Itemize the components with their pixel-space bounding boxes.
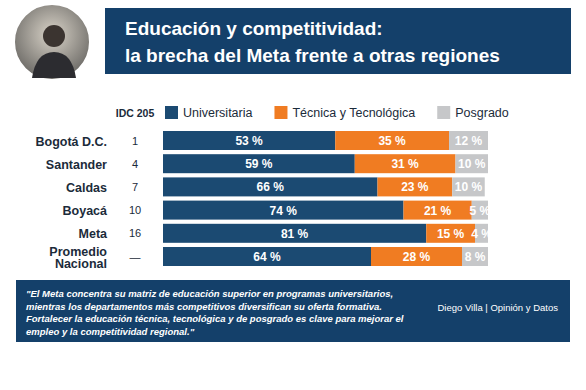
data-label: 53 %: [235, 134, 263, 148]
data-label: 10 %: [458, 157, 486, 171]
bar-segment: [426, 224, 475, 243]
rank-value: 10: [129, 204, 141, 216]
bar-segment: [462, 247, 488, 266]
data-label: 28 %: [403, 250, 431, 264]
rank-value: —: [130, 251, 141, 263]
legend-label: Posgrado: [455, 106, 509, 120]
data-label: 81 %: [281, 227, 309, 241]
legend-swatch: [274, 106, 287, 119]
avatar-head: [43, 25, 65, 47]
data-label: 23 %: [401, 180, 429, 194]
chart-root: Educación y competitividad: la brecha del…: [0, 0, 586, 390]
data-label: 31 %: [391, 157, 419, 171]
category-label: Bogotá D.C.: [35, 135, 107, 149]
rank-value: 1: [132, 135, 138, 147]
legend-swatch: [165, 106, 178, 119]
category-label: Meta: [79, 227, 109, 241]
category-label: Caldas: [66, 181, 107, 195]
bar-segment: [404, 201, 472, 220]
labels: Bogotá D.C. 1 53 % 35 % 12 % Santander 4 59 % 31…: [35, 134, 492, 271]
data-label: 74 %: [270, 204, 298, 218]
rank-value: 7: [132, 181, 138, 193]
data-label: 35 %: [378, 134, 406, 148]
category-label: Boyacá: [63, 204, 108, 218]
bar-segment: [163, 154, 355, 173]
data-label: 15 %: [437, 227, 465, 241]
data-label: 12 %: [455, 134, 483, 148]
note: "El Meta concentra su matriz de educació…: [26, 288, 426, 338]
rank-header: IDC 205: [116, 107, 155, 119]
bar-segment: [163, 201, 404, 220]
bar-segment: [449, 131, 488, 150]
data-label: 4 %: [471, 227, 492, 241]
data-label: 21 %: [424, 204, 452, 218]
legend-label: Técnica y Tecnológica: [292, 106, 415, 120]
source: Diego Villa | Opinión y Datos: [437, 302, 558, 313]
bar-segment: [163, 177, 378, 196]
data-label: 8 %: [465, 250, 486, 264]
data-label: 59 %: [245, 157, 273, 171]
header-band: [105, 8, 571, 74]
category-label: PromedioNacional: [49, 245, 107, 271]
title: Educación y competitividad:: [125, 18, 383, 39]
avatar: [14, 4, 90, 80]
bar-segment: [355, 154, 456, 173]
bar-segment: [452, 177, 485, 196]
avatar-body: [32, 52, 76, 78]
legend-label: Universitaria: [183, 106, 253, 120]
category-line: Nacional: [55, 257, 107, 271]
data-label: 5 %: [470, 204, 491, 218]
data-label: 66 %: [257, 180, 285, 194]
note-box: "El Meta concentra su matriz de educació…: [16, 280, 570, 342]
bar-segment: [163, 247, 371, 266]
data-label: 10 %: [455, 180, 483, 194]
category-label: Santander: [46, 158, 107, 172]
rank-value: 4: [132, 158, 138, 170]
rank-value: 16: [129, 227, 141, 239]
bar-segment: [335, 131, 449, 150]
bar-segment: [456, 154, 489, 173]
bar-segment: [378, 177, 453, 196]
bars: [163, 131, 488, 266]
bar-segment: [163, 131, 335, 150]
bar-segment: [163, 224, 426, 243]
subtitle: la brecha del Meta frente a otras region…: [125, 45, 500, 66]
legend-swatch: [437, 106, 450, 119]
data-label: 64 %: [253, 250, 281, 264]
bar-segment: [371, 247, 462, 266]
